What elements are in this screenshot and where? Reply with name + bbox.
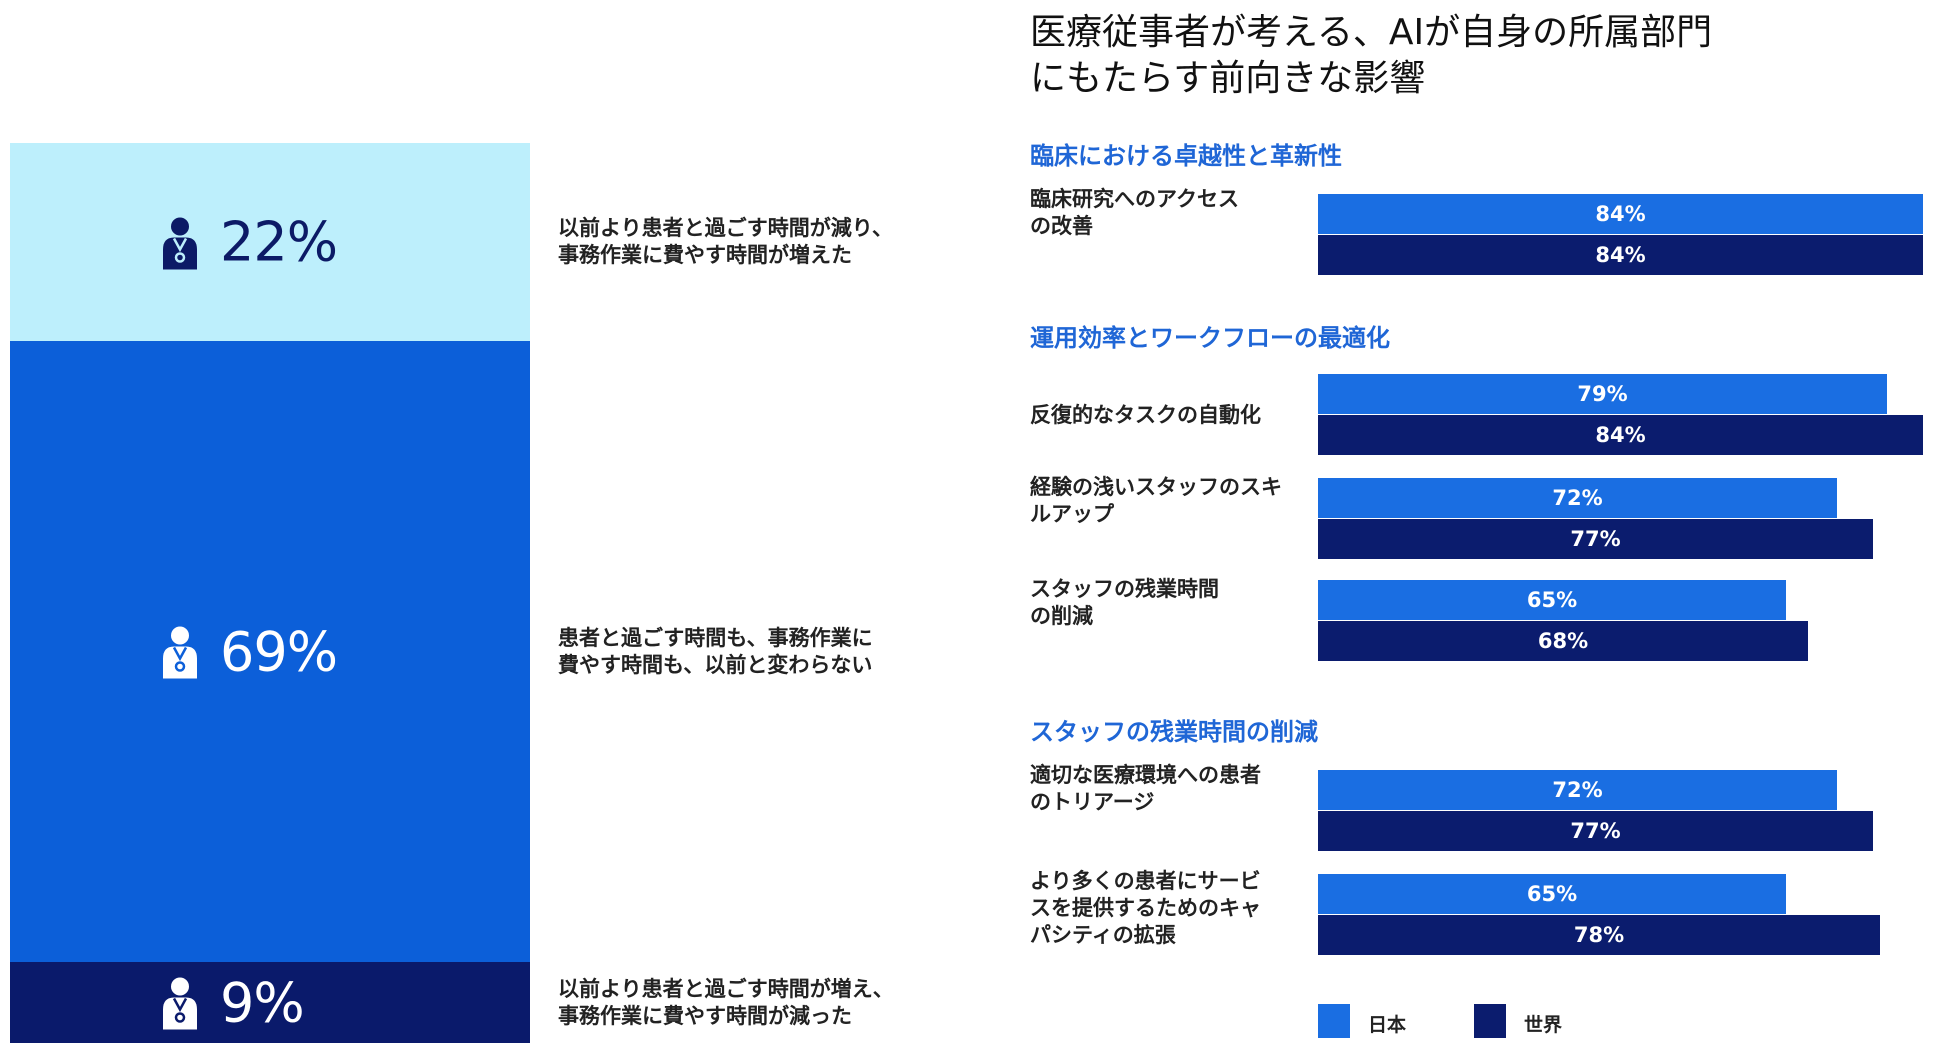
section-title: 臨床における卓越性と革新性	[1030, 142, 1342, 170]
bar-world: 68%	[1318, 621, 1808, 661]
stacked-share-panel: 22% 69% 9%	[10, 143, 530, 1043]
bar-japan: 72%	[1318, 770, 1837, 810]
bar-world: 78%	[1318, 915, 1880, 955]
category-label: スタッフの残業時間 の削減	[1030, 577, 1219, 628]
bar-japan: 65%	[1318, 874, 1786, 914]
share-segment-content: 9%	[160, 971, 305, 1034]
share-description: 患者と過ごす時間も、事務作業に 費やす時間も、以前と変わらない	[558, 625, 873, 677]
bar-japan: 72%	[1318, 478, 1837, 518]
bar-japan: 79%	[1318, 374, 1887, 414]
share-description: 以前より患者と過ごす時間が減り、 事務作業に費やす時間が増えた	[558, 216, 893, 267]
category-label: 臨床研究へのアクセス の改善	[1030, 187, 1239, 238]
share-description: 以前より患者と過ごす時間が増え、 事務作業に費やす時間が減った	[558, 976, 894, 1028]
bar-japan: 65%	[1318, 580, 1786, 620]
share-segment-content: 22%	[160, 210, 338, 274]
chart-title: 医療従事者が考える、AIが自身の所属部門 にもたらす前向きな影響	[1030, 12, 1713, 99]
legend-label-japan: 日本	[1368, 1014, 1407, 1036]
share-percent: 9%	[220, 971, 305, 1034]
share-percent: 22%	[220, 210, 338, 274]
category-label: 適切な医療環境への患者 のトリアージ	[1030, 763, 1261, 814]
category-label: 経験の浅いスタッフのスキ ルアップ	[1030, 475, 1282, 526]
bar-world: 77%	[1318, 519, 1873, 559]
share-segment-content: 69%	[160, 620, 338, 683]
share-segment: 22%	[10, 143, 530, 341]
legend-swatch-japan	[1318, 1004, 1350, 1038]
section-title: 運用効率とワークフローの最適化	[1030, 324, 1390, 352]
share-percent: 69%	[220, 620, 338, 683]
legend-swatch-world	[1474, 1004, 1506, 1038]
bar-japan: 84%	[1318, 194, 1923, 234]
person-icon	[163, 217, 197, 269]
share-segment: 9%	[10, 962, 530, 1043]
bar-world: 84%	[1318, 415, 1923, 455]
section-title: スタッフの残業時間の削減	[1030, 718, 1318, 746]
bar-world: 77%	[1318, 811, 1873, 851]
bar-world: 84%	[1318, 235, 1923, 275]
share-segment: 69%	[10, 341, 530, 962]
legend-label-world: 世界	[1524, 1014, 1563, 1036]
person-icon	[163, 626, 197, 679]
category-label: より多くの患者にサービ スを提供するためのキャ パシティの拡張	[1030, 869, 1261, 947]
category-label: 反復的なタスクの自動化	[1030, 403, 1261, 427]
person-icon	[163, 977, 197, 1030]
